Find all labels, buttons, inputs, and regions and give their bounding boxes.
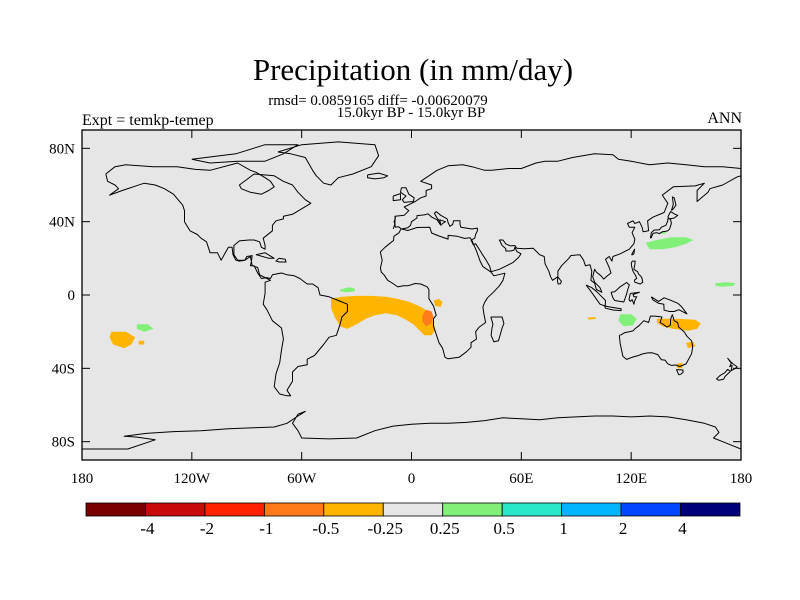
chart-title: Precipitation (in mm/day)	[252, 52, 574, 87]
coastline-20	[667, 211, 679, 220]
coastline-19	[649, 218, 672, 239]
colorbar-swatch	[501, 502, 563, 517]
colorbar-swatch	[620, 502, 681, 517]
coastline-15	[628, 291, 640, 305]
coastline-4	[275, 257, 287, 263]
anomaly-south-pacific-dry-patch	[109, 331, 136, 349]
colorbar-label: 4	[678, 519, 687, 538]
anomaly-tropical-atlantic-dry-band	[331, 295, 436, 336]
coastline-layer	[82, 141, 741, 450]
coastline-7	[392, 193, 401, 202]
coastline-8	[392, 153, 741, 293]
coastline-9	[379, 226, 506, 360]
anomaly-south-pacific-dry-fleck	[138, 340, 145, 345]
coastline-12	[585, 284, 606, 307]
anomaly-indian-ocean-dry-fleck	[587, 317, 597, 320]
anomaly-tasman-dry-fleck	[676, 362, 683, 369]
anomaly-coral-sea-dry-patch	[656, 318, 701, 331]
y-tick-label: 80S	[52, 435, 75, 451]
coastline-5	[367, 172, 389, 180]
anomaly-central-africa-dry-patch	[433, 298, 443, 307]
x-tick-label: 180	[730, 471, 753, 487]
colorbar-swatch	[204, 502, 265, 517]
coastline-25	[716, 368, 731, 381]
x-tick-label: 0	[408, 471, 416, 487]
stats-subtitle: rmsd= 0.0859165 diff= -0.00620079	[268, 93, 488, 109]
x-tick-label: 180	[71, 471, 94, 487]
axis-ticks: 180 120W 60W 0 60E 120E 180 80N 40N 0 40S 80S	[49, 130, 752, 487]
y-tick-label: 40N	[49, 215, 75, 231]
coastline-14	[610, 282, 630, 303]
coastline-3	[255, 252, 275, 259]
coastline-1	[277, 141, 380, 186]
colorbar-label: -0.5	[312, 519, 339, 538]
anomaly-western-pacific-wet-patch	[715, 282, 736, 287]
season-label: ANN	[707, 110, 742, 127]
anomaly-sumatra-wet-patch	[618, 314, 637, 327]
colorbar: -4 -2 -1 -0.5 -0.25 0.25 0.5 1 2 4	[85, 502, 741, 538]
coastline-11	[556, 276, 562, 285]
anomaly-equatorial-atlantic-wet-patch	[340, 287, 355, 293]
x-tick-label: 60W	[287, 471, 317, 487]
period-subtitle: 15.0kyr BP - 15.0kyr BP	[336, 105, 486, 121]
coastline-22	[618, 314, 694, 367]
coastline-18	[631, 248, 636, 256]
colorbar-label: -2	[200, 519, 214, 538]
anomaly-layer	[109, 230, 736, 369]
coastline-0	[105, 162, 348, 397]
colorbar-swatch	[680, 502, 741, 517]
colorbar-swatch	[263, 502, 325, 517]
colorbar-swatch	[323, 502, 384, 517]
x-tick-label: 120E	[615, 471, 647, 487]
coastline-16	[650, 296, 688, 315]
anomaly-gulf-of-guinea-dry-core	[422, 309, 434, 327]
colorbar-swatch	[382, 502, 444, 517]
experiment-label: Expt = temkp-temep	[82, 112, 214, 129]
coastline-21	[670, 196, 677, 212]
colorbar-label: 1	[559, 519, 568, 538]
anomaly-northwest-pacific-wet-band	[645, 237, 694, 250]
y-tick-label: 80N	[49, 141, 75, 157]
colorbar-label: -1	[259, 519, 273, 538]
colorbar-label: -0.25	[368, 519, 403, 538]
map-background	[82, 130, 741, 460]
x-tick-label: 120W	[173, 471, 211, 487]
colorbar-label: 0.25	[430, 519, 460, 538]
coastline-2	[191, 144, 299, 164]
colorbar-label: -4	[140, 519, 155, 538]
coastline-23	[675, 369, 684, 376]
coastline-10	[490, 316, 505, 343]
y-tick-label: 40S	[52, 361, 75, 377]
coastline-24	[727, 357, 738, 372]
anomaly-south-pacific-wet-patch	[136, 324, 154, 332]
coastline-17	[630, 260, 644, 285]
coastline-6	[400, 187, 415, 203]
colorbar-swatch	[561, 502, 622, 517]
colorbar-swatch	[145, 502, 206, 517]
colorbar-swatch	[85, 502, 146, 517]
colorbar-label: 2	[619, 519, 628, 538]
y-tick-label: 0	[68, 288, 76, 304]
coastline-13	[604, 305, 622, 312]
colorbar-swatch	[442, 502, 503, 517]
x-tick-label: 60E	[509, 471, 533, 487]
colorbar-label: 0.5	[494, 519, 515, 538]
coastline-26	[82, 410, 741, 450]
